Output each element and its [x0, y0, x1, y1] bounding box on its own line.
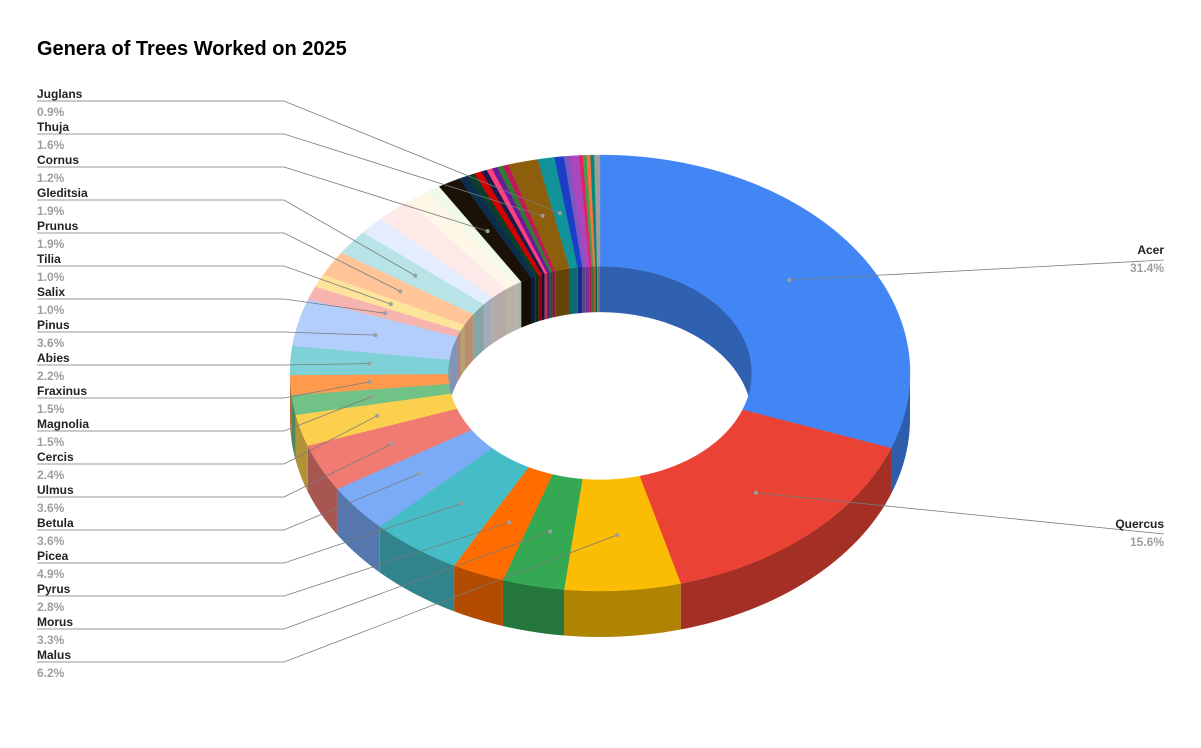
label-dot: [383, 311, 387, 315]
label-dot: [615, 533, 619, 537]
label-dot: [754, 491, 758, 495]
label-ulmus: Ulmus: [37, 483, 74, 497]
label-dot: [375, 414, 379, 418]
label-thuja: Thuja: [37, 120, 69, 134]
chart-title: Genera of Trees Worked on 2025: [37, 38, 347, 60]
label-dot: [413, 274, 417, 278]
inner-wall-36: [592, 266, 594, 312]
inner-wall-22: [531, 276, 535, 323]
label-dot: [558, 211, 562, 215]
label-fraxinus: Fraxinus: [37, 384, 87, 398]
label-dot: [417, 472, 421, 476]
label-pyrus: Pyrus: [37, 582, 71, 596]
label-pinus: Pinus: [37, 318, 70, 332]
inner-wall-28: [550, 272, 553, 319]
label-pct-cornus: 1.2%: [37, 171, 65, 185]
inner-wall-34: [585, 266, 590, 312]
inner-wall-17: [484, 297, 493, 350]
label-pct-acer: 31.4%: [1130, 261, 1164, 275]
label-pct-magnolia: 1.5%: [37, 435, 65, 449]
inner-wall-33: [582, 267, 585, 313]
label-gleditsia: Gleditsia: [37, 186, 88, 200]
label-pct-prunus: 1.9%: [37, 237, 65, 251]
label-dot: [373, 333, 377, 337]
label-dot: [460, 501, 464, 505]
inner-wall-25: [542, 274, 545, 321]
label-pct-tilia: 1.0%: [37, 270, 65, 284]
label-pct-pyrus: 2.8%: [37, 600, 65, 614]
label-pct-salix: 1.0%: [37, 303, 65, 317]
label-prunus: Prunus: [37, 219, 79, 233]
label-pct-juglans: 0.9%: [37, 105, 65, 119]
label-pct-malus: 6.2%: [37, 666, 65, 680]
inner-wall-19: [506, 284, 516, 335]
inner-wall-26: [545, 273, 548, 320]
label-pct-pinus: 3.6%: [37, 336, 65, 350]
inner-wall-37: [593, 266, 595, 312]
label-salix: Salix: [37, 285, 65, 299]
label-dot: [390, 442, 394, 446]
label-pct-betula: 3.6%: [37, 534, 65, 548]
label-dot: [370, 395, 374, 399]
label-dot: [507, 520, 511, 524]
label-pct-fraxinus: 1.5%: [37, 402, 65, 416]
label-tilia: Tilia: [37, 252, 61, 266]
label-abies: Abies: [37, 351, 70, 365]
label-betula: Betula: [37, 516, 74, 530]
label-pct-quercus: 15.6%: [1130, 535, 1164, 549]
label-dot: [486, 229, 490, 233]
label-pct-abies: 2.2%: [37, 369, 65, 383]
label-pct-thuja: 1.6%: [37, 138, 65, 152]
label-quercus: Quercus: [1115, 517, 1164, 531]
inner-wall-13: [457, 331, 460, 383]
label-pct-picea: 4.9%: [37, 567, 65, 581]
label-morus: Morus: [37, 615, 73, 629]
label-dot: [787, 278, 791, 282]
label-pct-ulmus: 3.6%: [37, 501, 65, 515]
inner-wall-29: [552, 271, 555, 318]
inner-wall-35: [590, 266, 592, 312]
inner-wall-23: [535, 275, 538, 322]
label-pct-morus: 3.3%: [37, 633, 65, 647]
inner-wall-39: [597, 266, 600, 312]
inner-wall-21: [521, 278, 531, 328]
label-pct-gleditsia: 1.9%: [37, 204, 65, 218]
slice-side-malus: [564, 583, 681, 637]
inner-wall-24: [539, 274, 542, 321]
label-magnolia: Magnolia: [37, 417, 89, 431]
label-acer: Acer: [1137, 243, 1164, 257]
inner-wall-31: [570, 267, 578, 314]
label-pct-cercis: 2.4%: [37, 468, 65, 482]
inner-wall-14: [461, 325, 465, 377]
inner-wall-38: [595, 266, 597, 312]
label-cercis: Cercis: [37, 450, 74, 464]
inner-wall-20: [516, 282, 522, 330]
label-dot: [398, 289, 402, 293]
inner-wall-30: [555, 268, 569, 317]
label-malus: Malus: [37, 648, 71, 662]
inner-wall-18: [493, 289, 506, 343]
pie-top-layer: [290, 155, 910, 591]
label-dot: [367, 380, 371, 384]
inner-wall-32: [578, 267, 583, 313]
label-dot: [367, 362, 371, 366]
label-juglans: Juglans: [37, 87, 83, 101]
label-dot: [389, 302, 393, 306]
label-dot: [541, 214, 545, 218]
label-cornus: Cornus: [37, 153, 79, 167]
label-picea: Picea: [37, 549, 69, 563]
label-dot: [548, 530, 552, 534]
inner-wall-27: [547, 272, 550, 319]
